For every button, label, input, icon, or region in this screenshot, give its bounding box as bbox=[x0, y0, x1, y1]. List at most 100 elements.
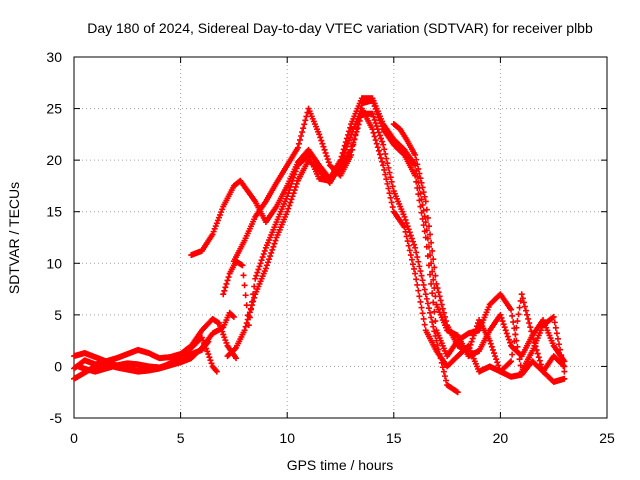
data-point bbox=[425, 305, 432, 312]
data-point bbox=[419, 215, 426, 222]
x-tick-label: 10 bbox=[279, 430, 295, 446]
data-point bbox=[286, 187, 293, 194]
data-point bbox=[411, 241, 418, 248]
series-track-d bbox=[75, 338, 212, 375]
data-point bbox=[416, 197, 423, 204]
data-point bbox=[375, 129, 382, 136]
data-point bbox=[560, 362, 567, 369]
data-point bbox=[389, 183, 396, 190]
data-point bbox=[505, 336, 512, 343]
data-point bbox=[556, 341, 563, 348]
data-point bbox=[553, 330, 560, 337]
data-point bbox=[416, 170, 423, 177]
data-point bbox=[381, 146, 388, 153]
data-point bbox=[241, 282, 248, 289]
data-point bbox=[289, 177, 296, 184]
data-point bbox=[418, 179, 425, 186]
data-point bbox=[256, 263, 263, 270]
data-point bbox=[516, 356, 523, 363]
data-point bbox=[373, 140, 380, 147]
data-point bbox=[408, 256, 415, 263]
data-point bbox=[415, 287, 422, 294]
data-point bbox=[417, 203, 424, 210]
data-point bbox=[420, 189, 427, 196]
x-tick-label: 25 bbox=[599, 430, 615, 446]
data-point bbox=[407, 252, 414, 259]
data-point bbox=[261, 247, 268, 254]
data-point bbox=[419, 310, 426, 317]
data-point bbox=[486, 337, 493, 344]
data-point bbox=[493, 356, 500, 363]
data-point bbox=[290, 174, 297, 181]
data-point bbox=[322, 149, 329, 156]
data-point bbox=[292, 168, 299, 175]
data-point bbox=[258, 257, 265, 264]
data-point bbox=[255, 266, 262, 273]
data-point bbox=[293, 180, 300, 187]
data-point bbox=[376, 151, 383, 158]
data-point bbox=[454, 389, 461, 396]
data-point bbox=[225, 274, 232, 281]
data-point bbox=[223, 280, 230, 287]
data-point bbox=[497, 311, 504, 318]
data-point bbox=[491, 350, 498, 357]
data-point bbox=[230, 313, 237, 320]
data-point bbox=[401, 213, 408, 220]
data-point bbox=[295, 140, 302, 147]
data-point bbox=[298, 133, 305, 140]
data-point bbox=[416, 293, 423, 300]
data-point bbox=[379, 123, 386, 130]
data-point bbox=[205, 351, 212, 358]
data-point bbox=[418, 272, 425, 279]
data-point bbox=[429, 319, 436, 326]
data-point bbox=[521, 303, 528, 310]
data-point bbox=[301, 121, 308, 128]
data-point bbox=[500, 321, 507, 328]
data-point bbox=[435, 289, 442, 296]
data-point bbox=[438, 301, 445, 308]
data-point bbox=[208, 360, 215, 367]
data-point bbox=[260, 251, 267, 258]
data-point bbox=[250, 298, 257, 305]
data-point bbox=[526, 320, 533, 327]
data-point bbox=[285, 190, 292, 197]
data-point bbox=[437, 297, 444, 304]
data-point bbox=[299, 129, 306, 136]
data-point bbox=[285, 205, 292, 212]
data-point bbox=[379, 138, 386, 145]
data-point bbox=[487, 340, 494, 347]
data-point bbox=[550, 313, 557, 320]
data-point bbox=[389, 204, 396, 211]
data-point bbox=[522, 307, 529, 314]
data-point bbox=[341, 149, 348, 156]
data-point bbox=[284, 208, 291, 215]
data-point bbox=[413, 249, 420, 256]
data-point bbox=[213, 368, 220, 375]
data-point bbox=[423, 206, 430, 213]
data-point bbox=[378, 155, 385, 162]
x-tick-label: 5 bbox=[177, 430, 185, 446]
y-tick-label: 10 bbox=[46, 255, 62, 271]
data-point bbox=[266, 256, 273, 263]
data-point bbox=[287, 183, 294, 190]
data-point bbox=[371, 103, 378, 110]
data-point bbox=[405, 226, 412, 233]
x-tick-label: 0 bbox=[70, 430, 78, 446]
data-point bbox=[528, 328, 535, 335]
data-point bbox=[382, 150, 389, 157]
data-point bbox=[423, 243, 430, 250]
data-point bbox=[400, 150, 407, 157]
data-point bbox=[324, 156, 331, 163]
data-point bbox=[252, 275, 259, 282]
data-points bbox=[71, 95, 568, 396]
data-point bbox=[421, 321, 428, 328]
data-point bbox=[424, 253, 431, 260]
data-point bbox=[373, 123, 380, 130]
data-point bbox=[513, 324, 520, 331]
data-point bbox=[529, 332, 536, 339]
data-point bbox=[388, 178, 395, 185]
data-point bbox=[425, 262, 432, 269]
data-point bbox=[229, 312, 236, 319]
data-point bbox=[243, 302, 250, 309]
data-point bbox=[272, 237, 279, 244]
